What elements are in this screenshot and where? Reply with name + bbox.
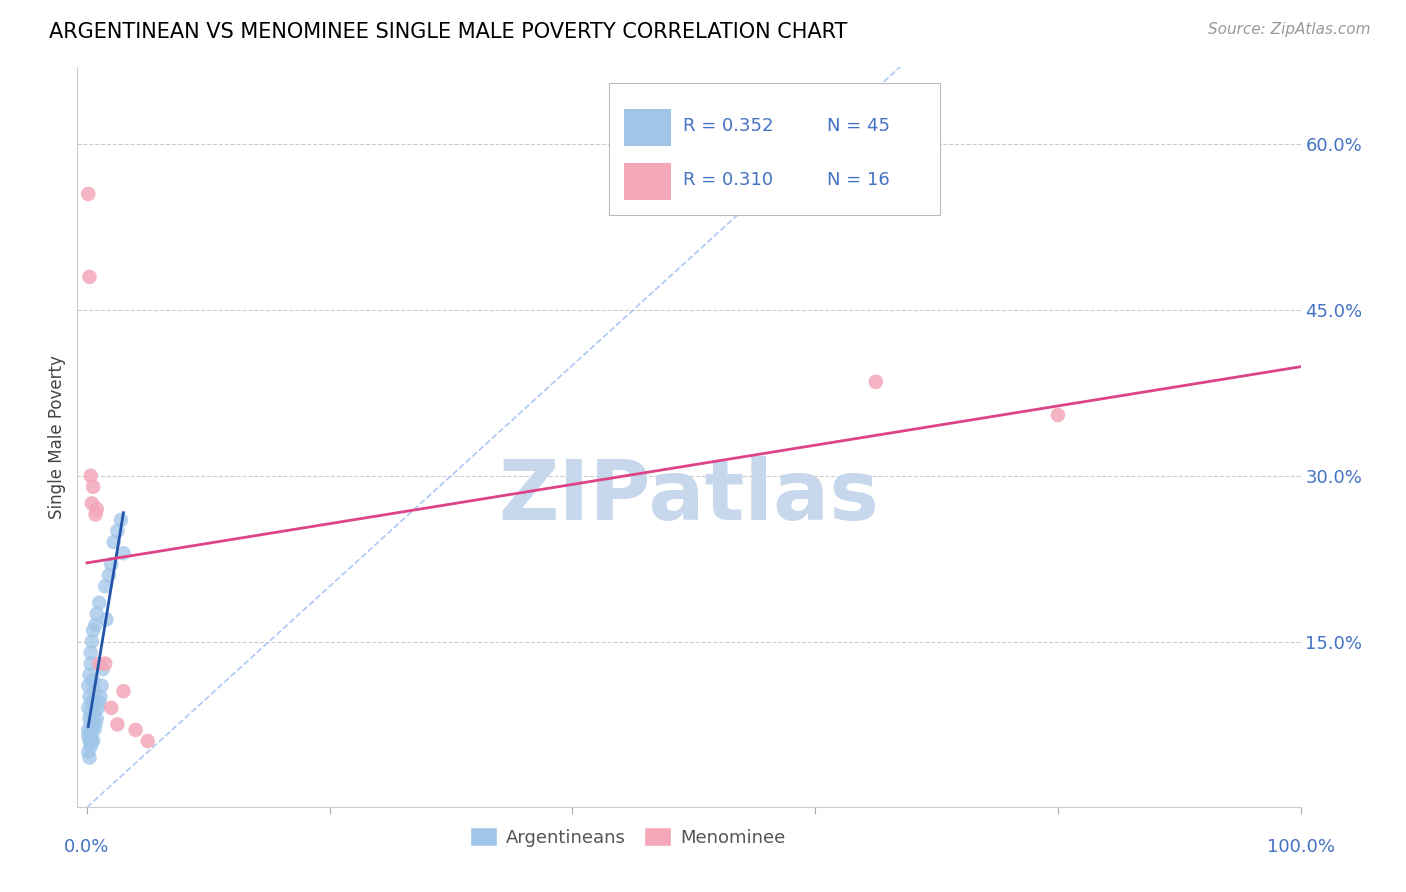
Point xyxy=(80,496,103,510)
Point xyxy=(79,646,101,660)
Point xyxy=(86,712,108,726)
Bar xyxy=(624,109,671,146)
Point xyxy=(79,706,101,721)
Point xyxy=(77,186,100,201)
Point xyxy=(79,739,101,754)
Point xyxy=(80,695,103,709)
Point xyxy=(77,679,100,693)
Point xyxy=(83,723,105,737)
Point xyxy=(79,750,101,764)
Point xyxy=(96,612,118,626)
Point xyxy=(82,734,104,748)
Point xyxy=(103,535,125,549)
Point xyxy=(79,657,101,671)
Point xyxy=(83,706,105,721)
Point xyxy=(79,269,101,284)
Point xyxy=(77,745,100,759)
Text: Source: ZipAtlas.com: Source: ZipAtlas.com xyxy=(1208,22,1371,37)
Point xyxy=(865,375,887,389)
Text: ZIPatlas: ZIPatlas xyxy=(499,456,879,537)
Point xyxy=(89,695,111,709)
Point xyxy=(79,717,101,731)
Bar xyxy=(624,163,671,200)
Point xyxy=(79,728,101,742)
Point xyxy=(90,679,112,693)
Point xyxy=(77,728,100,742)
Point xyxy=(80,634,103,648)
Point xyxy=(82,480,104,494)
Point xyxy=(83,684,105,698)
Point xyxy=(87,701,110,715)
Point xyxy=(94,657,117,671)
Point xyxy=(84,717,107,731)
Point xyxy=(82,673,104,688)
Point xyxy=(86,502,108,516)
Point xyxy=(112,546,135,560)
Y-axis label: Single Male Poverty: Single Male Poverty xyxy=(48,355,66,519)
Point xyxy=(1046,408,1069,422)
Text: N = 45: N = 45 xyxy=(827,117,890,135)
Point xyxy=(97,568,120,582)
Point xyxy=(79,468,101,483)
Point xyxy=(77,701,100,715)
Text: R = 0.352: R = 0.352 xyxy=(683,117,773,135)
Point xyxy=(105,524,128,538)
Point xyxy=(79,734,101,748)
Point xyxy=(100,701,122,715)
FancyBboxPatch shape xyxy=(609,83,939,215)
Point xyxy=(89,690,111,704)
Point xyxy=(86,607,108,621)
Text: 0.0%: 0.0% xyxy=(65,838,110,855)
Point xyxy=(82,717,104,731)
Point xyxy=(79,712,101,726)
Point xyxy=(124,723,146,737)
Text: 100.0%: 100.0% xyxy=(1267,838,1334,855)
Point xyxy=(136,734,159,748)
Point xyxy=(80,734,103,748)
Point xyxy=(84,508,107,522)
Point xyxy=(110,513,132,527)
Legend: Argentineans, Menominee: Argentineans, Menominee xyxy=(463,820,793,854)
Point xyxy=(79,690,101,704)
Point xyxy=(112,684,135,698)
Text: R = 0.310: R = 0.310 xyxy=(683,171,773,189)
Point xyxy=(84,618,107,632)
Point xyxy=(89,596,111,610)
Point xyxy=(105,717,128,731)
Point xyxy=(82,624,104,638)
Text: ARGENTINEAN VS MENOMINEE SINGLE MALE POVERTY CORRELATION CHART: ARGENTINEAN VS MENOMINEE SINGLE MALE POV… xyxy=(49,22,848,42)
Point xyxy=(89,657,111,671)
Point xyxy=(79,667,101,681)
Text: N = 16: N = 16 xyxy=(827,171,890,189)
Point xyxy=(91,662,114,676)
Point xyxy=(94,579,117,593)
Point xyxy=(80,723,103,737)
Point xyxy=(77,723,100,737)
Point xyxy=(100,557,122,571)
